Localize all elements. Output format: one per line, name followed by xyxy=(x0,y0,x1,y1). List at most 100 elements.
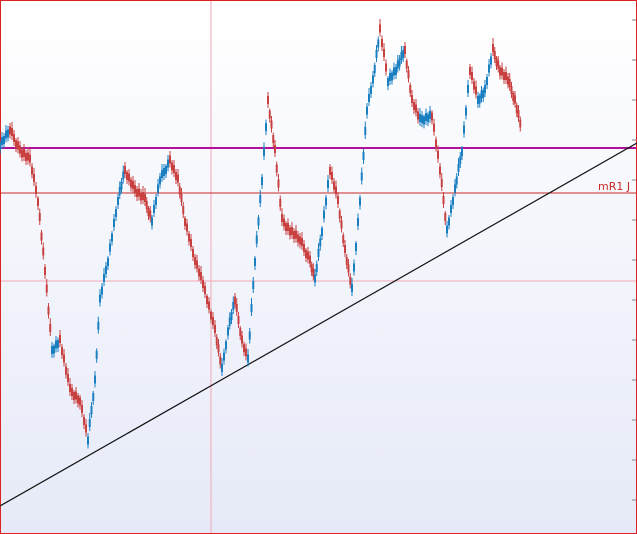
candle-body xyxy=(157,184,159,193)
candle-body xyxy=(439,166,441,175)
candle-body xyxy=(427,114,429,123)
candle-body xyxy=(142,192,144,200)
candle-body xyxy=(138,188,140,197)
candle-body xyxy=(404,46,406,54)
candle-body xyxy=(381,39,383,47)
candle-body xyxy=(429,110,431,119)
candle-body xyxy=(115,209,117,217)
candle-body xyxy=(90,406,93,414)
candle-body xyxy=(29,154,31,163)
candle-body xyxy=(223,352,225,361)
candle-body xyxy=(413,102,415,110)
candle-body xyxy=(215,337,218,345)
candle-body xyxy=(248,331,251,340)
candle-body xyxy=(42,247,45,256)
candle-body xyxy=(1,137,3,145)
candle-body xyxy=(239,328,242,336)
candle-body xyxy=(27,152,29,161)
candle-body xyxy=(289,227,291,236)
candle-body xyxy=(230,312,233,320)
candle-body xyxy=(270,120,273,129)
candle-body xyxy=(455,176,458,185)
candle-body xyxy=(165,166,167,174)
candle-body xyxy=(3,136,5,144)
candle-body xyxy=(257,217,260,226)
candle-body xyxy=(421,115,423,124)
candle-body xyxy=(297,234,299,243)
candle-body xyxy=(305,250,307,258)
candle-body xyxy=(510,86,513,94)
candle-body xyxy=(351,284,353,292)
candle-body xyxy=(375,50,378,58)
candle-body xyxy=(155,197,157,205)
candle-body xyxy=(169,155,171,164)
candle-body xyxy=(307,251,309,260)
candle-body xyxy=(360,172,363,181)
candle-body xyxy=(153,205,155,213)
candle-body xyxy=(92,393,95,401)
candle-body xyxy=(409,85,412,93)
candle-body xyxy=(329,167,331,175)
candle-body xyxy=(212,317,214,325)
candle-body xyxy=(415,104,417,113)
candle-body xyxy=(321,228,323,236)
candle-body xyxy=(259,195,262,203)
candle-body xyxy=(149,210,152,219)
candle-body xyxy=(293,231,295,239)
candle-body xyxy=(217,344,220,353)
candle-body xyxy=(178,186,181,195)
candle-body xyxy=(309,255,311,264)
candle-body xyxy=(349,276,352,285)
candle-body xyxy=(192,249,194,257)
candle-body xyxy=(431,112,433,121)
candle-body xyxy=(261,177,263,185)
candle-body xyxy=(366,106,368,115)
candle-body xyxy=(323,210,325,219)
candle-body xyxy=(398,58,401,67)
candle-body xyxy=(299,236,301,245)
candle-body xyxy=(490,56,492,65)
candle-body xyxy=(97,321,100,330)
candle-body xyxy=(21,149,23,158)
candle-body xyxy=(283,218,285,227)
candle-body xyxy=(335,186,337,195)
candle-body xyxy=(254,258,256,266)
candle-body xyxy=(459,156,462,164)
candle-body xyxy=(13,134,15,142)
candle-body xyxy=(465,107,467,116)
candle-body xyxy=(362,152,365,160)
candle-body xyxy=(265,123,267,132)
candle-body xyxy=(314,274,316,283)
candle-body xyxy=(227,327,229,336)
candle-body xyxy=(275,164,278,173)
candle-body xyxy=(457,164,460,172)
candle-body xyxy=(31,166,33,175)
candle-body xyxy=(180,194,183,202)
candle-body xyxy=(219,356,222,365)
candle-body xyxy=(492,44,494,52)
candle-body xyxy=(122,171,125,180)
candle-body xyxy=(19,145,21,154)
candle-body xyxy=(497,60,500,69)
candle-body xyxy=(9,126,11,135)
candle-body xyxy=(268,110,271,119)
candle-body xyxy=(355,243,357,251)
candle-body xyxy=(385,63,387,72)
candle-body xyxy=(400,52,403,60)
candle-body xyxy=(177,174,179,183)
candle-body xyxy=(471,72,473,80)
candle-body xyxy=(241,335,243,344)
candle-body xyxy=(136,189,138,197)
candle-body xyxy=(182,206,185,214)
candle-body xyxy=(134,185,136,193)
candle-body xyxy=(40,232,43,241)
candle-body xyxy=(200,272,202,280)
candle-body xyxy=(503,72,505,80)
candle-body xyxy=(7,129,9,138)
candle-body xyxy=(228,317,231,326)
candle-body xyxy=(417,111,419,120)
candle-body xyxy=(389,73,391,81)
candle-body xyxy=(345,257,348,265)
candle-body xyxy=(17,141,19,150)
candle-body xyxy=(344,245,346,253)
